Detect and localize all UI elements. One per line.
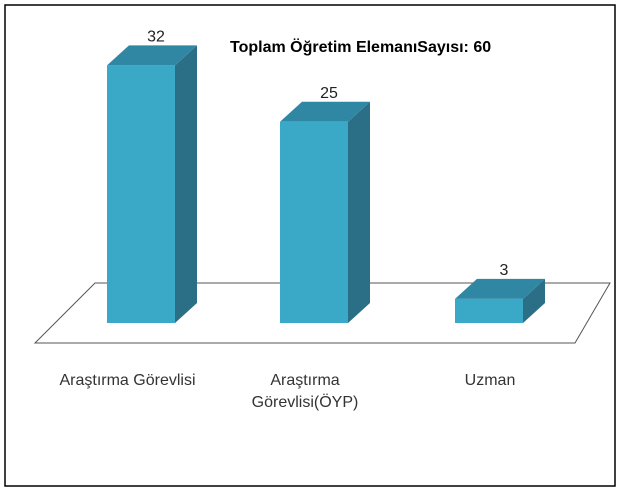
bar-side <box>175 45 197 324</box>
x-tick-label: Uzman <box>464 372 516 389</box>
bar-top <box>107 45 197 66</box>
bar <box>455 298 523 323</box>
bar-top <box>455 278 545 299</box>
bar-side <box>348 101 370 323</box>
value-label: 25 <box>320 85 338 102</box>
bar-top <box>280 101 370 122</box>
x-tick-label: Araştırma Görevlisi(ÖYP) <box>251 372 359 411</box>
chart-title: Toplam Öğretim ElemanıSayısı: 60 <box>230 37 491 56</box>
x-tick-label: Araştırma Görevlisi <box>59 372 196 389</box>
value-label: 32 <box>147 28 165 45</box>
bar-side <box>523 278 545 323</box>
bar <box>280 121 348 323</box>
value-label: 3 <box>500 262 509 279</box>
bar <box>107 65 175 324</box>
